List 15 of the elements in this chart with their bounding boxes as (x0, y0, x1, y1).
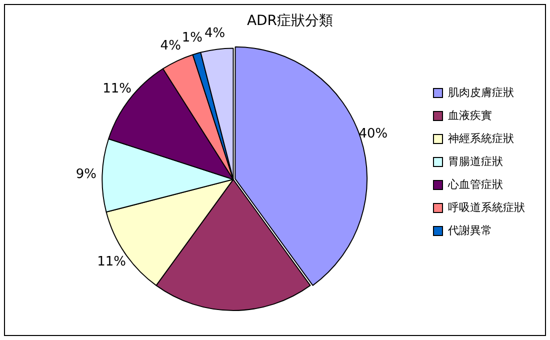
data-label: 40% (358, 126, 388, 142)
legend-label: 胃腸道症狀 (448, 154, 503, 168)
data-label: 11% (97, 254, 126, 270)
data-label: 1% (182, 30, 203, 46)
legend-label: 心血管症狀 (447, 178, 503, 191)
legend-label: 代謝異常 (447, 224, 492, 237)
legend-label: 呼吸道系統症狀 (448, 200, 525, 214)
data-label: 11% (102, 82, 132, 97)
data-label: 9% (76, 167, 97, 182)
chart-title: ADR症狀分類 (246, 13, 334, 30)
data-label: 4% (160, 38, 181, 54)
data-label: 4% (204, 26, 226, 41)
legend-label: 神經系統症狀 (448, 132, 514, 145)
legend-label: 肌肉皮膚症狀 (448, 86, 514, 99)
legend-label: 血液疾實 (448, 108, 492, 122)
